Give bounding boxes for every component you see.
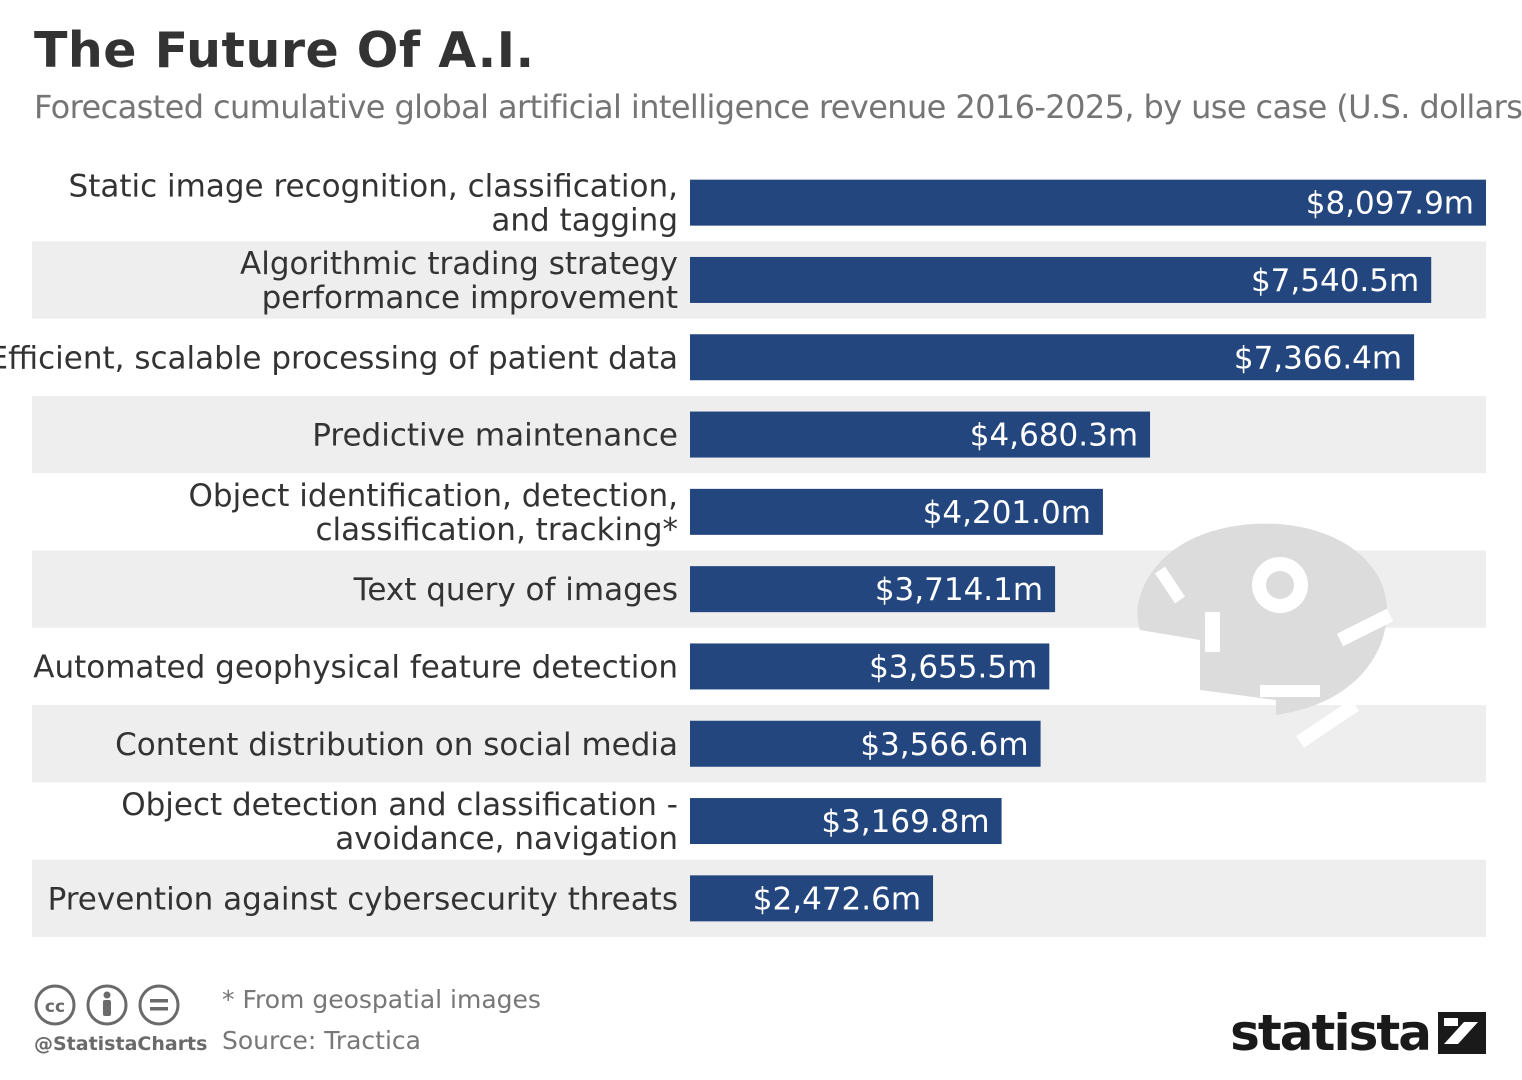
category-label: Prevention against cybersecurity threats: [48, 881, 678, 917]
bar: [690, 720, 1041, 767]
value-label: $7,366.4m: [1234, 340, 1402, 376]
category-label-line: Object detection and classification -: [121, 787, 678, 823]
category-label-line: Algorithmic trading strategy: [240, 246, 678, 282]
category-label: Object identification, detection, classif…: [188, 478, 678, 548]
category-label: Text query of images: [353, 572, 678, 608]
category-label-line: Automated geophysical feature detection: [33, 649, 678, 685]
statista-logo-icon: [1438, 1012, 1486, 1054]
source-note: Source: Tractica: [222, 1026, 421, 1055]
bar: [690, 566, 1056, 613]
bars: [690, 179, 1486, 922]
value-label: $8,097.9m: [1306, 186, 1474, 222]
category-label-line: Prevention against cybersecurity threats: [48, 881, 678, 917]
category-label-line: Text query of images: [353, 572, 678, 608]
value-label: $3,655.5m: [869, 649, 1037, 685]
chart-subtitle: Forecasted cumulative global artificial …: [34, 88, 1522, 126]
category-label-line: Static image recognition, classification…: [69, 169, 678, 205]
value-label: $3,714.1m: [875, 572, 1043, 608]
footnote: * From geospatial images: [222, 985, 541, 1014]
statista-logo: statista: [1230, 1004, 1486, 1062]
value-label: $7,540.5m: [1251, 263, 1419, 299]
category-label: Efficient, scalable processing of patien…: [0, 340, 678, 376]
attribution-icon: [86, 984, 128, 1026]
bar-chart: Static image recognition, classification…: [0, 169, 1486, 937]
category-label-line: Predictive maintenance: [312, 418, 678, 454]
bar: [690, 643, 1050, 690]
category-label: Automated geophysical feature detection: [33, 649, 678, 685]
statista-handle: @StatistaCharts: [34, 1033, 208, 1055]
cc-icon: cc: [34, 984, 76, 1026]
statista-wordmark: statista: [1230, 1004, 1432, 1062]
chart-title: The Future Of A.I.: [34, 22, 535, 79]
bar: [690, 488, 1103, 535]
license-icons: cc: [34, 984, 180, 1026]
bar: [690, 334, 1415, 381]
category-label-line: and tagging: [491, 203, 678, 239]
category-label-line: Object identification, detection,: [188, 478, 678, 514]
value-label: $3,169.8m: [821, 804, 989, 840]
value-labels: $8,097.9m $7,540.5m $7,366.4m $4,680.3m $4,2…: [753, 186, 1474, 918]
category-label-line: Efficient, scalable processing of patien…: [0, 340, 678, 376]
value-label: $4,680.3m: [970, 418, 1138, 454]
category-label: Static image recognition, classification…: [69, 169, 678, 239]
category-label-line: performance improvement: [262, 280, 678, 316]
category-label-line: classification, tracking*: [315, 512, 678, 548]
ai-head-watermark-icon: [1137, 523, 1394, 832]
category-labels: Static image recognition, classification…: [0, 169, 678, 918]
value-label: $2,472.6m: [753, 881, 921, 917]
value-label: $3,566.6m: [860, 727, 1028, 763]
bar: [690, 256, 1432, 303]
bar: [690, 875, 934, 922]
value-label: $4,201.0m: [923, 495, 1091, 531]
bar: [690, 179, 1486, 226]
category-label: Predictive maintenance: [312, 418, 678, 454]
category-label: Object detection and classification -avo…: [121, 787, 678, 857]
category-label-line: Content distribution on social media: [115, 727, 678, 763]
bar: [690, 411, 1151, 458]
category-label-line: avoidance, navigation: [335, 821, 678, 857]
no-derivatives-icon: [138, 984, 180, 1026]
category-label: Content distribution on social media: [115, 727, 678, 763]
bar: [690, 798, 1002, 845]
cc-icon-glyph: cc: [45, 997, 65, 1017]
category-label: Algorithmic trading strategy performance …: [240, 246, 678, 316]
